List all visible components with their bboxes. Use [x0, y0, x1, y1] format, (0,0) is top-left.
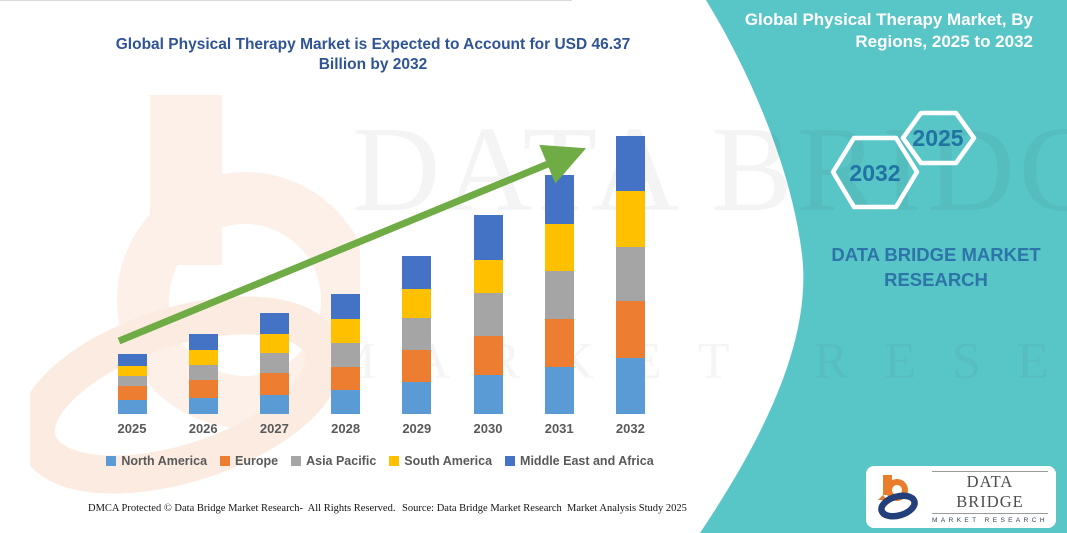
- bar-2031-north-america: [544, 366, 574, 414]
- hexagon-2025: [900, 110, 977, 166]
- bar-2032-asia-pacific: [615, 246, 645, 302]
- bar-2025-middle-east-and-africa: [117, 354, 147, 367]
- legend-item-europe: Europe: [220, 454, 278, 468]
- bar-2028-asia-pacific: [331, 343, 361, 367]
- bar-2031: [544, 175, 574, 414]
- legend-marker: [291, 456, 302, 466]
- bar-2030-north-america: [473, 374, 503, 414]
- legend-label: South America: [404, 454, 493, 468]
- bar-2025-europe: [117, 386, 147, 401]
- legend-item-south-america: South America: [389, 454, 492, 468]
- bar-2030-middle-east-and-africa: [473, 215, 503, 260]
- bar-2026-europe: [188, 379, 218, 398]
- x-axis-label-2028: 2028: [331, 421, 361, 436]
- bar-2026-north-america: [188, 397, 218, 414]
- legend: North America Europe Asia Pacific South Ame…: [80, 454, 680, 468]
- logo-card: DATA BRIDGE MARKET RESEARCH: [866, 466, 1056, 528]
- bar-2026-middle-east-and-africa: [188, 333, 218, 350]
- bar-2029-asia-pacific: [402, 318, 432, 350]
- bar-2026-asia-pacific: [188, 364, 218, 380]
- bar-2032: [615, 135, 645, 414]
- bar-2026: [188, 333, 218, 414]
- bar-2032-europe: [615, 301, 645, 358]
- footer-dmca: DMCA Protected © Data Bridge Market Rese…: [88, 503, 396, 514]
- bar-2032-south-america: [615, 190, 645, 247]
- x-axis-label-2026: 2026: [188, 421, 218, 436]
- bar-2028-middle-east-and-africa: [331, 294, 361, 319]
- hexagon-2032: [830, 135, 920, 210]
- databridge-logo-icon: [878, 475, 918, 520]
- footer-source: Source: Data Bridge Market Research Mark…: [402, 503, 687, 514]
- x-axis-label-2029: 2029: [402, 421, 432, 436]
- bar-2030: [473, 215, 503, 414]
- bar-2031-south-america: [544, 223, 574, 272]
- legend-label: Europe: [235, 454, 279, 468]
- bar-2032-middle-east-and-africa: [615, 135, 645, 191]
- bar-2028-south-america: [331, 318, 361, 344]
- bar-2030-europe: [473, 335, 503, 375]
- bar-2027-middle-east-and-africa: [259, 313, 289, 335]
- bar-2031-middle-east-and-africa: [544, 175, 574, 224]
- year-hexagons: 2032 2025: [830, 110, 977, 210]
- bar-2030-asia-pacific: [473, 292, 503, 336]
- bar-2029-middle-east-and-africa: [402, 255, 432, 290]
- x-axis-label-2030: 2030: [473, 421, 503, 436]
- bar-2029-europe: [402, 349, 432, 383]
- legend-item-north-america: North America: [106, 454, 207, 468]
- legend-label: North America: [121, 454, 208, 468]
- bar-2031-asia-pacific: [544, 271, 574, 319]
- bar-2028-europe: [331, 366, 361, 390]
- x-axis-label-2027: 2027: [259, 421, 289, 436]
- bar-2030-south-america: [473, 259, 503, 293]
- legend-marker: [389, 456, 400, 466]
- legend-marker: [106, 456, 117, 466]
- legend-item-middle-east-and-africa: Middle East and Africa: [505, 454, 654, 468]
- hexagon-2025-label: 2025: [912, 125, 963, 151]
- legend-item-asia-pacific: Asia Pacific: [291, 454, 376, 468]
- bar-2027-north-america: [259, 394, 289, 414]
- logo-brand-text: DATA BRIDGE: [932, 470, 1048, 514]
- x-axis-label-2025: 2025: [117, 421, 147, 436]
- chart-title: Global Physical Therapy Market is Expect…: [115, 36, 631, 74]
- legend-label: Middle East and Africa: [520, 454, 654, 468]
- logo-wordmark: DATA BRIDGE MARKET RESEARCH: [932, 470, 1048, 524]
- bar-2029-north-america: [402, 382, 432, 414]
- brand-caption: DATA BRIDGE MARKET RESEARCH: [831, 244, 1041, 290]
- bar-2028: [331, 294, 361, 414]
- bar-2027-asia-pacific: [259, 353, 289, 373]
- bar-2029: [402, 255, 432, 414]
- bar-2025-north-america: [117, 400, 147, 414]
- bar-2027-south-america: [259, 334, 289, 354]
- bar-2025-asia-pacific: [117, 376, 147, 387]
- x-axis-label-2032: 2032: [615, 421, 645, 436]
- logo-sub-text: MARKET RESEARCH: [932, 516, 1048, 524]
- bar-2032-north-america: [615, 357, 645, 414]
- bar-2027: [259, 313, 289, 414]
- bar-2025: [117, 354, 147, 414]
- bar-2026-south-america: [188, 349, 218, 365]
- x-axis-label-2031: 2031: [544, 421, 574, 436]
- x-axis-line: [0, 0, 572, 1]
- legend-label: Asia Pacific: [306, 454, 377, 468]
- legend-marker: [220, 456, 231, 466]
- bar-2025-south-america: [117, 366, 147, 377]
- panel-title: Global Physical Therapy Market, By Regio…: [744, 10, 1033, 52]
- hexagon-2032-label: 2032: [849, 160, 900, 186]
- bar-2031-europe: [544, 318, 574, 367]
- bar-2028-north-america: [331, 390, 361, 414]
- legend-marker: [505, 456, 516, 466]
- bar-2027-europe: [259, 372, 289, 395]
- bar-2029-south-america: [402, 289, 432, 318]
